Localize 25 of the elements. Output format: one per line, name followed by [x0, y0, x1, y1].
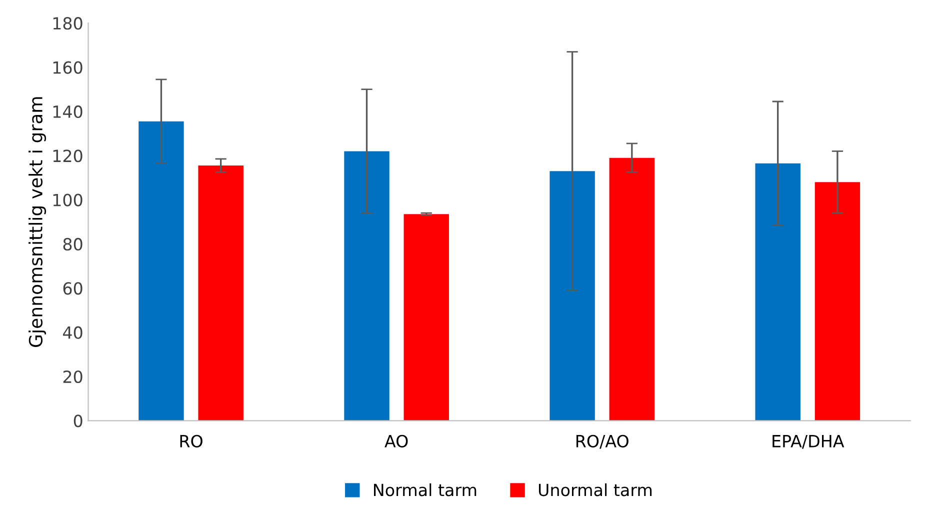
y-tick-label: 40: [63, 326, 82, 339]
legend-label: Normal tarm: [374, 483, 476, 496]
bar: [198, 166, 244, 421]
y-tick-label: 20: [63, 370, 82, 384]
y-tick-label: 180: [53, 17, 82, 30]
bar: [609, 158, 655, 421]
x-tick-label: RO/AO: [576, 434, 628, 449]
bar: [814, 182, 860, 421]
y-tick-label: 100: [53, 194, 82, 206]
y-tick-label: 140: [53, 105, 82, 118]
bar: [550, 171, 595, 421]
y-tick-label: 0: [74, 414, 82, 428]
y-axis-title: Gjennomsnittlig vekt i gram: [28, 97, 46, 347]
y-tick-label: 80: [63, 238, 82, 251]
x-tick-label: RO: [180, 434, 202, 448]
y-tick-label: 60: [63, 282, 82, 295]
y-tick-label: 160: [53, 61, 82, 74]
y-tick-label: 120: [53, 150, 82, 162]
bar: [404, 214, 449, 421]
bar: [755, 163, 800, 421]
x-tick-label: AO: [384, 434, 408, 448]
x-tick-label: EPA/DHA: [772, 435, 844, 449]
bar: [138, 121, 184, 421]
bar: [344, 151, 390, 421]
legend-label: Unormal tarm: [538, 483, 652, 496]
